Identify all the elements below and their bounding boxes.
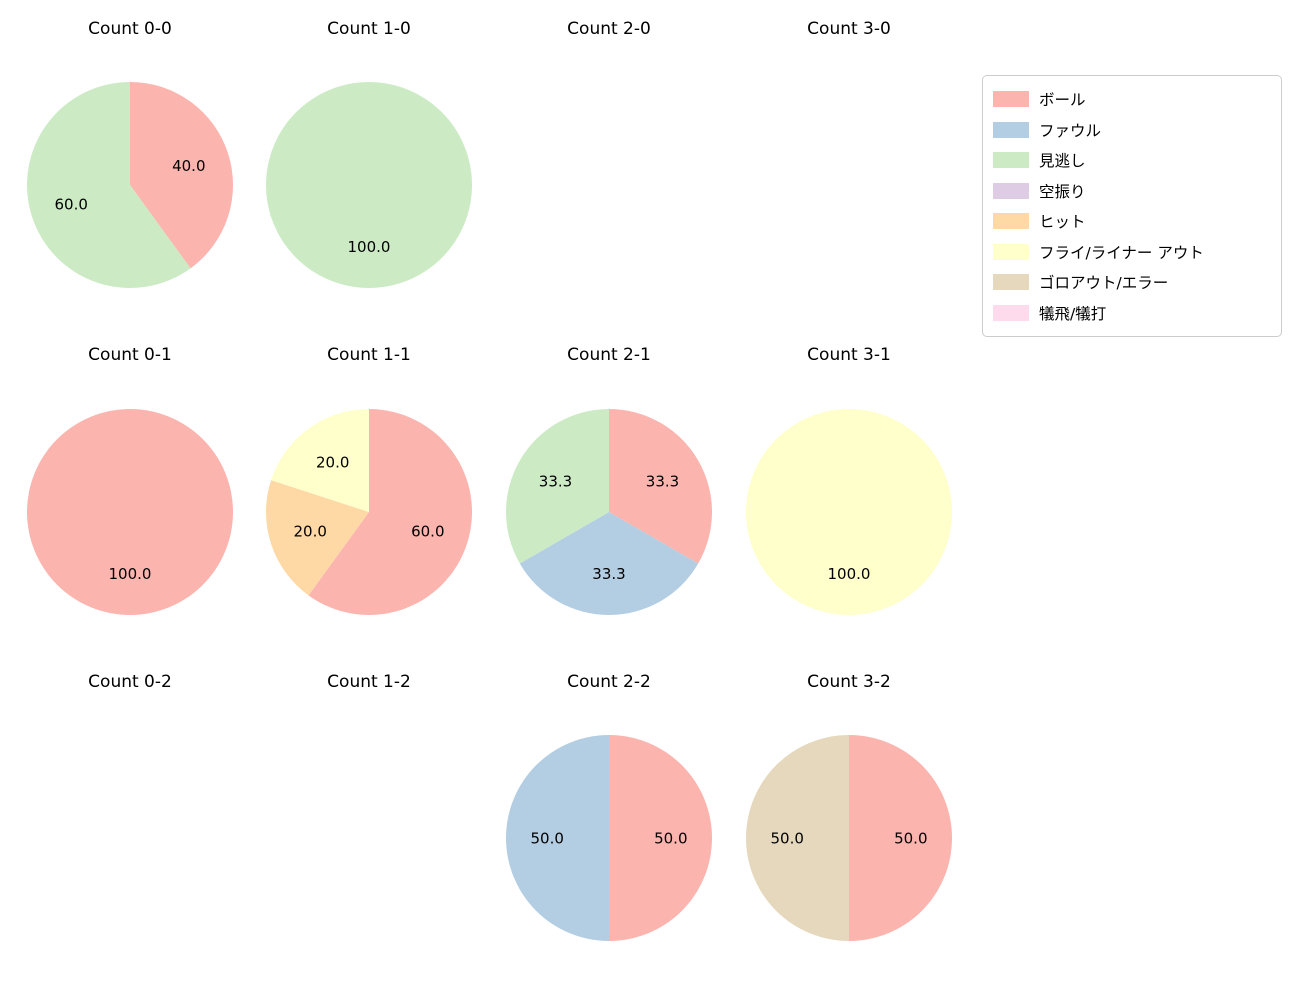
pie-slice-percentage: 60.0 <box>54 195 87 213</box>
pie-slice-count-2-1 <box>519 512 699 615</box>
legend-label: ボール <box>1039 91 1086 110</box>
chart-title-count-1-1: Count 1-1 <box>327 345 411 365</box>
chart-title-count-1-0: Count 1-0 <box>327 19 411 39</box>
pie-slice-count-0-0 <box>26 82 191 288</box>
pie-slice-count-2-1 <box>506 409 609 564</box>
pie-slice-count-2-2 <box>609 735 712 941</box>
pie-chart-count-0-1: 100.0 <box>27 409 233 615</box>
legend-swatch <box>993 121 1029 138</box>
legend-swatch <box>993 152 1029 169</box>
pie-slice-percentage: 60.0 <box>411 522 444 540</box>
pie-chart-count-3-1: 100.0 <box>746 409 952 615</box>
pie-slice-percentage: 33.3 <box>592 565 625 583</box>
legend-swatch <box>993 274 1029 291</box>
chart-title-count-2-1: Count 2-1 <box>567 345 651 365</box>
chart-title-count-2-2: Count 2-2 <box>567 672 651 692</box>
legend-swatch <box>993 304 1029 321</box>
pie-slice-percentage: 33.3 <box>539 472 572 490</box>
pie-chart-count-2-1: 33.3 33.3 33.3 <box>506 409 712 615</box>
pie-slice-count-1-1 <box>271 409 369 512</box>
legend-item: ボール <box>993 84 1273 115</box>
pie-chart-count-2-2: 50.0 50.0 <box>506 735 712 941</box>
pie-chart-count-1-1: 60.0 20.0 20.0 <box>265 409 473 615</box>
legend-item: 空振り <box>993 176 1273 207</box>
pie-slice-percentage: 20.0 <box>293 522 326 540</box>
legend-label: 見逃し <box>1039 152 1086 171</box>
legend-item: ヒット <box>993 206 1273 237</box>
legend-label: 空振り <box>1039 182 1086 201</box>
legend-item: ゴロアウト/エラー <box>993 267 1273 298</box>
pie-slice-percentage: 20.0 <box>316 453 349 471</box>
pie-slice-count-3-2 <box>746 735 849 941</box>
pie-slice-percentage: 100.0 <box>109 565 152 583</box>
pie-slice-percentage: 40.0 <box>172 157 205 175</box>
legend-label: ファウル <box>1039 121 1102 140</box>
chart-title-count-0-2: Count 0-2 <box>88 672 172 692</box>
legend-item: ファウル <box>993 115 1273 146</box>
pie-slice-count-1-1 <box>308 409 473 615</box>
pie-slice-percentage: 50.0 <box>770 829 803 847</box>
legend-label: 犠飛/犠打 <box>1039 304 1107 323</box>
legend-item: フライ/ライナー アウト <box>993 237 1273 268</box>
pie-slice-percentage: 50.0 <box>530 829 563 847</box>
chart-title-count-3-2: Count 3-2 <box>807 672 891 692</box>
chart-title-count-1-2: Count 1-2 <box>327 672 411 692</box>
legend-item: 見逃し <box>993 145 1273 176</box>
pie-slice-percentage: 100.0 <box>348 238 391 256</box>
legend-label: ゴロアウト/エラー <box>1039 274 1169 293</box>
pie-slice-count-2-1 <box>609 409 712 564</box>
pie-slice-count-0-1 <box>27 409 233 615</box>
pie-slice-percentage: 50.0 <box>894 829 927 847</box>
pie-chart-count-1-0: 100.0 <box>266 82 472 288</box>
pie-slice-count-1-0 <box>266 82 472 288</box>
legend-swatch <box>993 91 1029 108</box>
pie-slice-count-3-2 <box>849 735 952 941</box>
pie-slice-count-3-1 <box>746 409 952 615</box>
pie-slice-percentage: 100.0 <box>828 565 871 583</box>
pie-slice-count-0-0 <box>130 82 233 269</box>
pie-chart-count-0-0: 40.0 60.0 <box>26 82 233 288</box>
chart-title-count-0-1: Count 0-1 <box>88 345 172 365</box>
pie-slice-count-2-2 <box>506 735 609 941</box>
pie-slice-percentage: 33.3 <box>646 472 679 490</box>
legend-swatch <box>993 243 1029 260</box>
legend-label: ヒット <box>1039 213 1086 232</box>
pie-chart-count-3-2: 50.0 50.0 <box>746 735 952 941</box>
chart-title-count-0-0: Count 0-0 <box>88 19 172 39</box>
pie-slice-count-1-1 <box>265 480 369 596</box>
legend-label: フライ/ライナー アウト <box>1039 243 1204 262</box>
legend-item: 犠飛/犠打 <box>993 298 1273 329</box>
chart-title-count-3-1: Count 3-1 <box>807 345 891 365</box>
pie-slice-percentage: 50.0 <box>654 829 687 847</box>
chart-title-count-3-0: Count 3-0 <box>807 19 891 39</box>
chart-title-count-2-0: Count 2-0 <box>567 19 651 39</box>
legend-swatch <box>993 213 1029 230</box>
legend-swatch <box>993 182 1029 199</box>
legend: ボールファウル見逃し空振りヒットフライ/ライナー アウト ゴロアウト/エラー 犠飛/… <box>982 75 1282 337</box>
